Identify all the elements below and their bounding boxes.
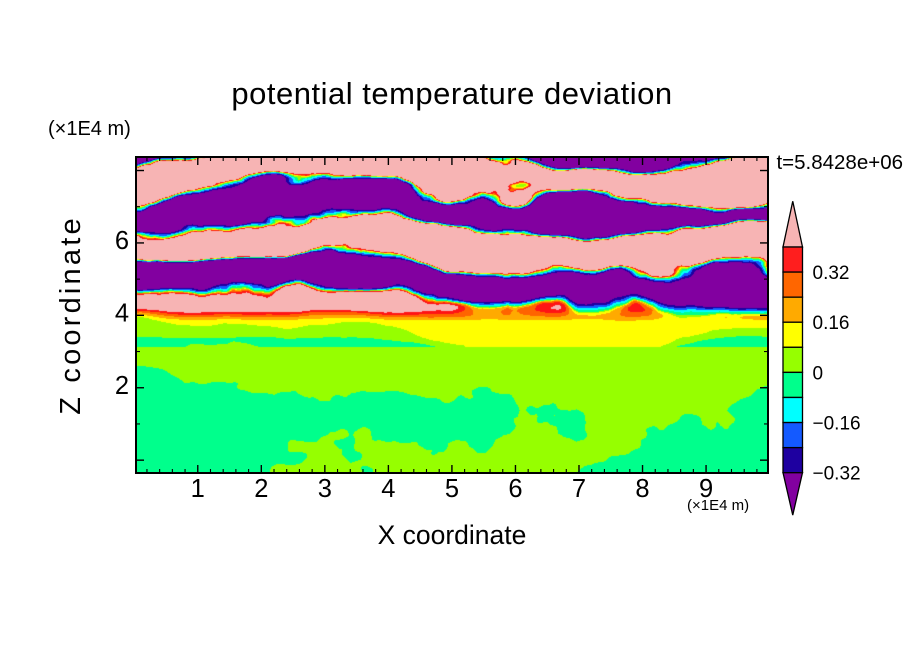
svg-text:7: 7 bbox=[572, 475, 586, 503]
svg-text:0.16: 0.16 bbox=[813, 313, 850, 334]
svg-text:−0.32: −0.32 bbox=[813, 464, 861, 485]
svg-text:0: 0 bbox=[813, 363, 824, 384]
svg-text:6: 6 bbox=[508, 475, 522, 503]
svg-text:4: 4 bbox=[115, 299, 129, 327]
svg-text:6: 6 bbox=[115, 227, 129, 255]
svg-text:0.32: 0.32 bbox=[813, 263, 850, 284]
svg-text:3: 3 bbox=[318, 475, 332, 503]
svg-text:1: 1 bbox=[191, 475, 205, 503]
svg-text:2: 2 bbox=[254, 475, 268, 503]
svg-text:4: 4 bbox=[381, 475, 395, 503]
svg-text:8: 8 bbox=[635, 475, 649, 503]
svg-text:2: 2 bbox=[115, 372, 129, 400]
svg-text:−0.16: −0.16 bbox=[813, 414, 861, 435]
svg-text:5: 5 bbox=[445, 475, 459, 503]
